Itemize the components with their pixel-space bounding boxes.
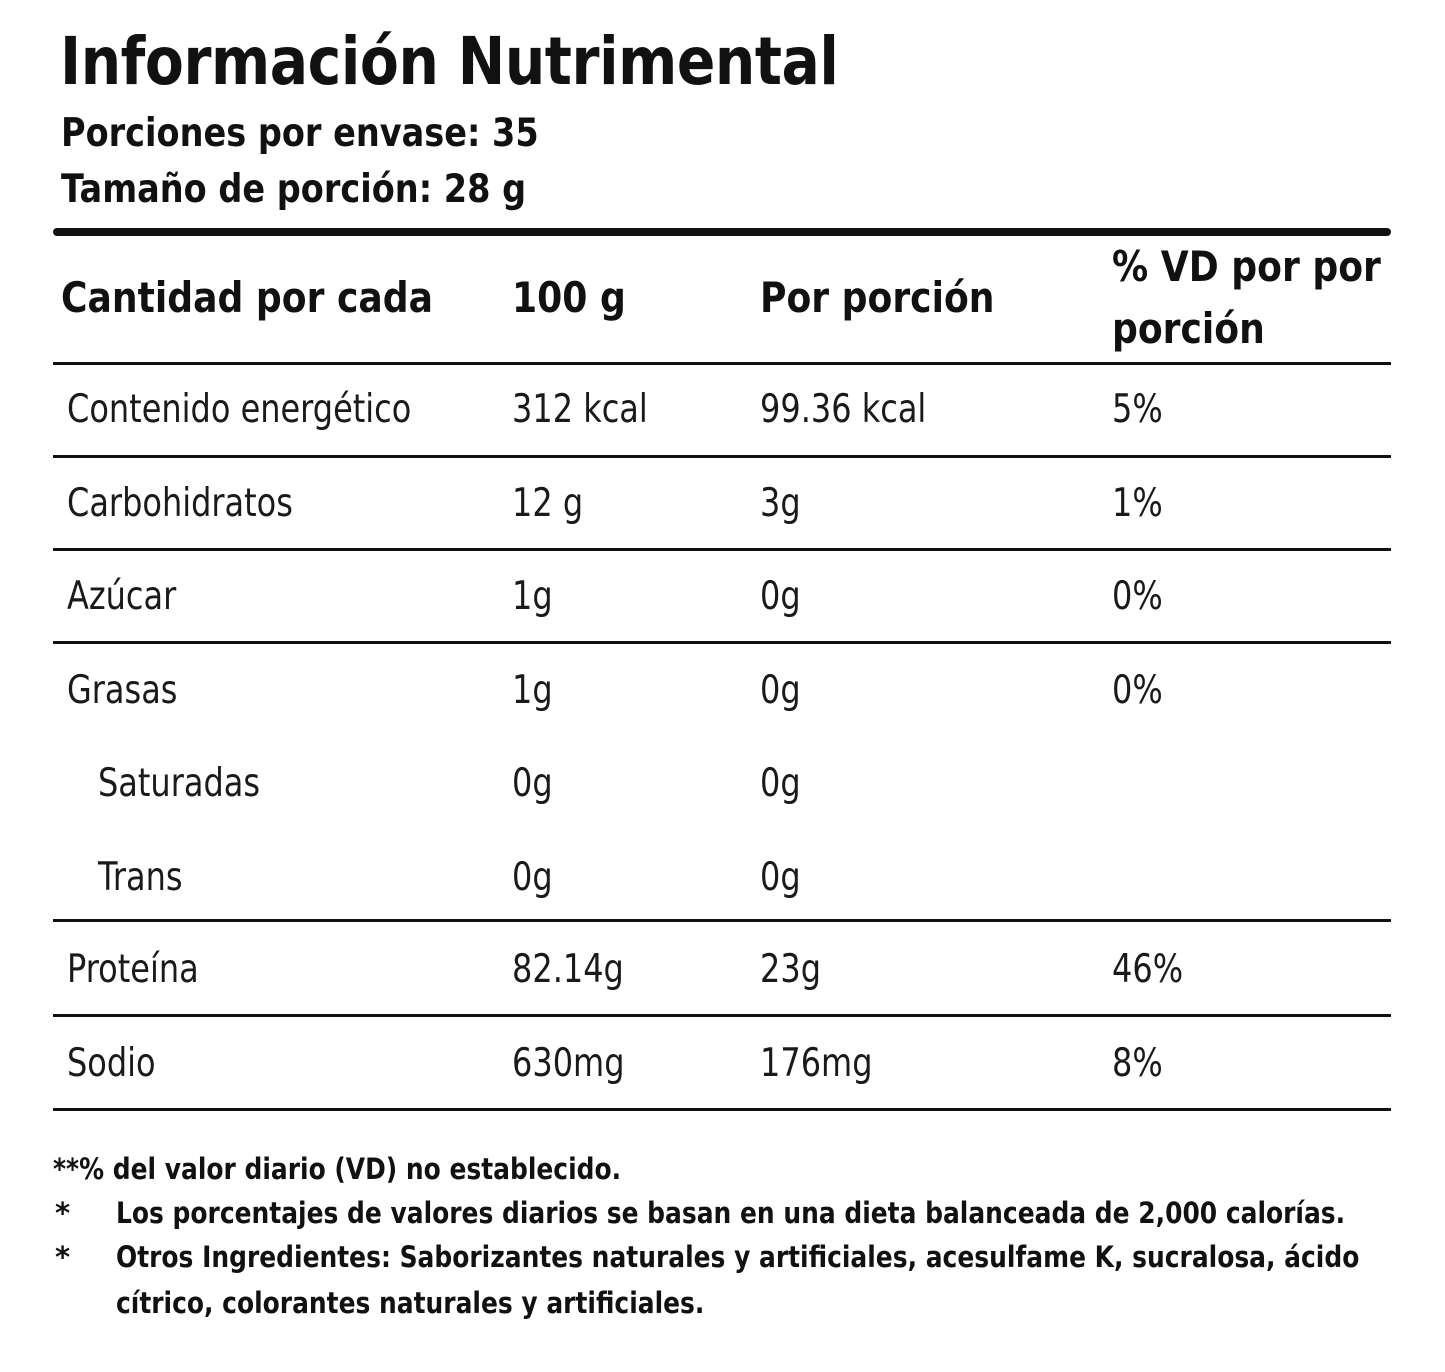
nutrient-name: Proteína <box>67 947 199 992</box>
row-divider <box>53 455 1391 458</box>
row-divider <box>53 641 1391 644</box>
nutrient-name: Trans <box>98 855 183 900</box>
daily-value-percent: 1% <box>1112 481 1163 526</box>
per-100g-value: 1g <box>512 574 553 619</box>
table-row-sub: Trans 0g 0g <box>0 832 1445 925</box>
daily-value-percent: 0% <box>1112 574 1163 619</box>
footnote-dv-not-established: **% del valor diario (VD) no establecido… <box>53 1152 622 1186</box>
daily-value-percent: 8% <box>1112 1041 1163 1086</box>
per-serving-value: 176mg <box>760 1041 873 1086</box>
per-serving-value: 0g <box>760 668 801 713</box>
row-divider <box>53 1014 1391 1017</box>
per-serving-value: 0g <box>760 855 801 900</box>
table-row: Sodio 630mg 176mg 8% <box>0 1018 1445 1111</box>
table-row: Proteína 82.14g 23g 46% <box>0 924 1445 1017</box>
label-title: Información Nutrimental <box>60 23 839 100</box>
top-divider <box>53 228 1391 236</box>
header-daily-value: % VD por por porción <box>1112 242 1381 353</box>
nutrient-name: Grasas <box>67 668 178 713</box>
servings-per-container: Porciones por envase: 35 <box>61 111 539 156</box>
table-row-sub: Saturadas 0g 0g <box>0 738 1445 831</box>
header-quantity-per: Cantidad por cada <box>61 273 433 322</box>
table-row: Grasas 1g 0g 0% <box>0 645 1445 738</box>
per-100g-value: 1g <box>512 668 553 713</box>
per-100g-value: 630mg <box>512 1041 625 1086</box>
per-serving-value: 99.36 kcal <box>760 387 927 432</box>
bottom-divider <box>53 1108 1391 1111</box>
per-100g-value: 82.14g <box>512 947 624 992</box>
row-divider <box>53 548 1391 551</box>
nutrient-name: Contenido energético <box>67 387 412 432</box>
nutrient-name: Sodio <box>67 1041 156 1086</box>
table-row: Azúcar 1g 0g 0% <box>0 551 1445 644</box>
table-row: Carbohidratos 12 g 3g 1% <box>0 458 1445 551</box>
per-serving-value: 3g <box>760 481 801 526</box>
daily-value-percent: 0% <box>1112 668 1163 713</box>
daily-value-percent: 46% <box>1112 947 1184 992</box>
footnote-ingredients: Otros Ingredientes: Saborizantes natural… <box>116 1240 1360 1274</box>
serving-size: Tamaño de porción: 28 g <box>61 167 527 212</box>
footnote-asterisk: * <box>55 1196 71 1230</box>
row-divider <box>53 919 1391 922</box>
footnote-daily-values: Los porcentajes de valores diarios se ba… <box>116 1196 1346 1230</box>
header-per-100g: 100 g <box>512 273 626 322</box>
table-row: Contenido energético 312 kcal 99.36 kcal… <box>0 364 1445 457</box>
nutrient-name: Azúcar <box>67 574 177 619</box>
row-divider <box>53 362 1391 365</box>
nutrient-name: Saturadas <box>98 761 261 806</box>
nutrient-name: Carbohidratos <box>67 481 293 526</box>
per-100g-value: 12 g <box>512 481 584 526</box>
per-100g-value: 312 kcal <box>512 387 648 432</box>
per-serving-value: 0g <box>760 761 801 806</box>
per-serving-value: 23g <box>760 947 822 992</box>
per-100g-value: 0g <box>512 855 553 900</box>
footnote-asterisk: * <box>55 1240 71 1274</box>
per-100g-value: 0g <box>512 761 553 806</box>
header-per-serving: Por porción <box>760 273 995 322</box>
per-serving-value: 0g <box>760 574 801 619</box>
daily-value-percent: 5% <box>1112 387 1163 432</box>
footnote-ingredients-continued: cítrico, colorantes naturales y artifici… <box>116 1286 705 1320</box>
